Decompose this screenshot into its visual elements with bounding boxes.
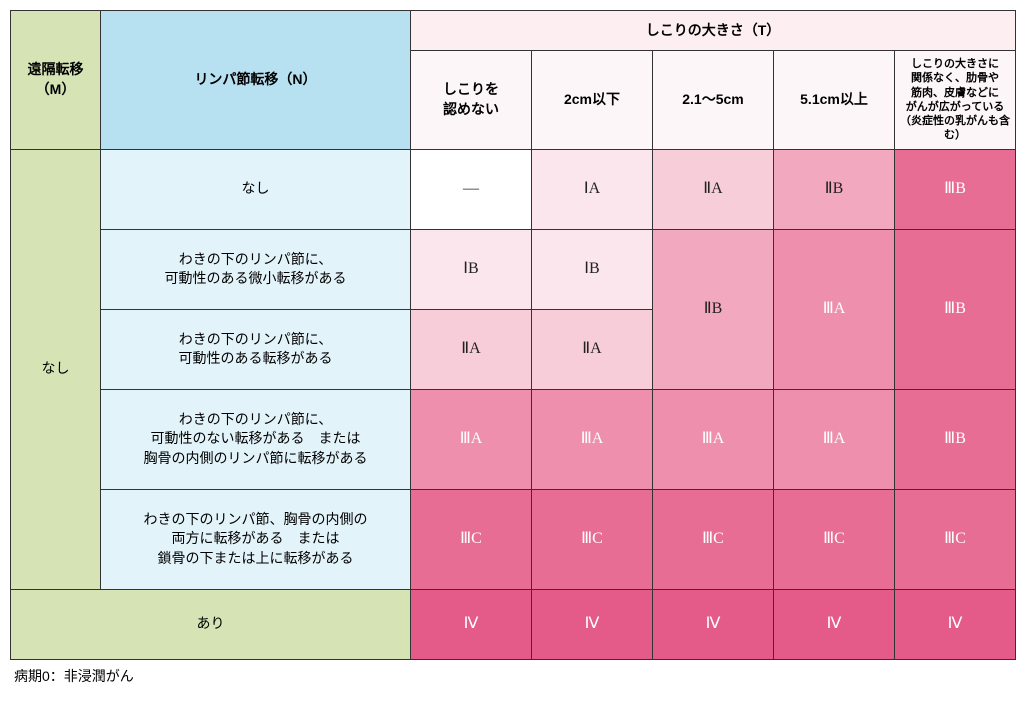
stage-cell: ⅡA [653,149,774,229]
stage-cell: ⅢC [895,489,1016,589]
hdr-t2: 2.1～5cm [653,51,774,150]
hdr-t0: しこりを認めない [411,51,532,150]
hdr-t1: 2cm以下 [532,51,653,150]
stage-cell: ⅢC [774,489,895,589]
stage-cell: ⅢC [653,489,774,589]
stage-cell: ⅢB [895,149,1016,229]
hdr-t-group: しこりの大きさ（T） [411,11,1016,51]
stage-cell: Ⅳ [895,589,1016,659]
stage-cell: ⅡB [653,229,774,389]
stage-cell: Ⅳ [532,589,653,659]
stage-cell: ⅢA [774,229,895,389]
stage-cell: ⅢA [774,389,895,489]
stage-cell: Ⅳ [653,589,774,659]
n-label-4: わきの下のリンパ節、胸骨の内側の両方に転移がある または鎖骨の下または上に転移が… [101,489,411,589]
n-label-3: わきの下のリンパ節に、可動性のない転移がある または胸骨の内側のリンパ節に転移が… [101,389,411,489]
n-label-0: なし [101,149,411,229]
stage-cell: ⅡA [532,309,653,389]
stage-cell: ⅢA [532,389,653,489]
stage-cell: ⅢC [532,489,653,589]
n-label-2: わきの下のリンパ節に、可動性のある転移がある [101,309,411,389]
stage-cell: ⅠA [532,149,653,229]
stage-cell: Ⅳ [774,589,895,659]
stage-cell: ⅡA [411,309,532,389]
m-present: あり [11,589,411,659]
hdr-n: リンパ節転移（N） [101,11,411,150]
stage-cell: ⅠB [411,229,532,309]
stage-cell: ⅢA [653,389,774,489]
hdr-t4: しこりの大きさに関係なく、肋骨や筋肉、皮膚などにがんが広がっている（炎症性の乳が… [895,51,1016,150]
stage-cell: ⅢB [895,389,1016,489]
m-none: なし [11,149,101,589]
staging-table: 遠隔転移（M） リンパ節転移（N） しこりの大きさ（T） しこりを認めない 2c… [10,10,1016,660]
stage-cell: — [411,149,532,229]
n-label-1: わきの下のリンパ節に、可動性のある微小転移がある [101,229,411,309]
stage-cell: Ⅳ [411,589,532,659]
stage-cell: ⅢC [411,489,532,589]
stage-cell: ⅠB [532,229,653,309]
stage-cell: ⅡB [774,149,895,229]
hdr-m: 遠隔転移（M） [11,11,101,150]
hdr-t3: 5.1cm以上 [774,51,895,150]
footnote: 病期0：非浸潤がん [10,666,1014,686]
stage-cell: ⅢA [411,389,532,489]
stage-cell: ⅢB [895,229,1016,389]
